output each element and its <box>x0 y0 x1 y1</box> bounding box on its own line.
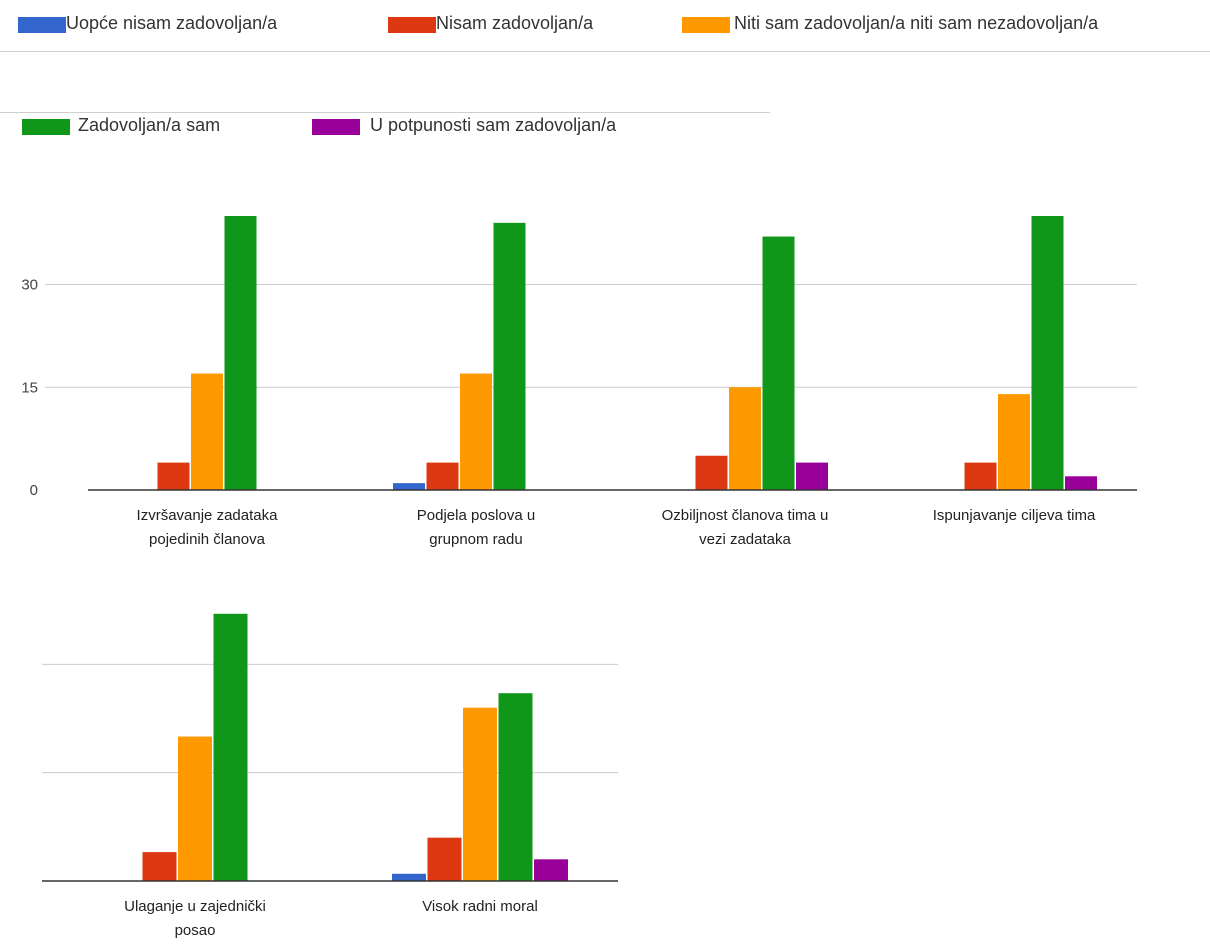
bar-nisam-zadovoljan-a[interactable] <box>695 455 728 490</box>
category-label: Ispunjavanje ciljeva tima <box>933 507 1096 524</box>
bar-u-potpunosti-sam-zadovoljan-a[interactable] <box>534 859 568 881</box>
bar-niti-sam-zadovoljan-a-niti-sam-nezadovoljan-a[interactable] <box>998 394 1030 490</box>
bar-niti-sam-zadovoljan-a-niti-sam-nezadovoljan-a[interactable] <box>729 387 761 490</box>
legend-swatch <box>388 17 436 33</box>
bar-niti-sam-zadovoljan-a-niti-sam-nezadovoljan-a[interactable] <box>191 373 223 490</box>
bar-niti-sam-zadovoljan-a-niti-sam-nezadovoljan-a[interactable] <box>463 707 497 881</box>
bar-nisam-zadovoljan-a[interactable] <box>427 837 462 881</box>
bar-nisam-zadovoljan-a[interactable] <box>964 462 997 490</box>
legend-swatch <box>312 119 360 135</box>
bar-zadovoljan-a-sam[interactable] <box>1031 216 1064 490</box>
bar-zadovoljan-a-sam[interactable] <box>224 216 257 490</box>
bar-u-potpunosti-sam-zadovoljan-a[interactable] <box>1065 476 1097 490</box>
category-label: posao <box>175 922 216 939</box>
category-label: Ulaganje u zajednički <box>124 898 266 915</box>
bar-nisam-zadovoljan-a[interactable] <box>157 462 190 490</box>
bar-uopce-nisam-zadovoljan-a[interactable] <box>393 483 425 490</box>
legend-row-2: Zadovoljan/a sam U potpunosti sam zadovo… <box>0 112 770 142</box>
bar-chart-bottom: Ulaganje u zajednički posao Visok radni mo… <box>42 613 618 939</box>
category-label: Izvršavanje zadataka <box>137 507 279 524</box>
category-label: pojedinih članova <box>149 531 266 548</box>
bar-chart-top: 0 15 30 Izvršavanje zadataka pojedinih člano… <box>21 216 1137 548</box>
bar-zadovoljan-a-sam[interactable] <box>493 222 526 490</box>
bar-uopce-nisam-zadovoljan-a[interactable] <box>392 873 426 881</box>
bar-niti-sam-zadovoljan-a-niti-sam-nezadovoljan-a[interactable] <box>460 373 492 490</box>
bar-zadovoljan-a-sam[interactable] <box>762 236 795 490</box>
bar-u-potpunosti-sam-zadovoljan-a[interactable] <box>796 462 828 490</box>
legend-label: Uopće nisam zadovoljan/a <box>66 13 278 33</box>
legend-row-1: Uopće nisam zadovoljan/a Nisam zadovolja… <box>0 10 1210 52</box>
y-tick-label: 15 <box>21 379 38 396</box>
bar-nisam-zadovoljan-a[interactable] <box>426 462 459 490</box>
y-tick-label: 30 <box>21 277 38 294</box>
legend-separator <box>0 51 1210 52</box>
category-label: grupnom radu <box>429 531 522 548</box>
legend-separator <box>0 112 770 113</box>
legend-label: Nisam zadovoljan/a <box>436 13 594 33</box>
category-label: Ozbiljnost članova tima u <box>662 507 829 524</box>
legend-swatch <box>18 17 66 33</box>
bar-nisam-zadovoljan-a[interactable] <box>142 852 177 881</box>
legend-label: Niti sam zadovoljan/a niti sam nezadovol… <box>734 13 1099 33</box>
category-label: Visok radni moral <box>422 898 538 915</box>
legend-label: U potpunosti sam zadovoljan/a <box>370 115 617 135</box>
legend-label: Zadovoljan/a sam <box>78 115 221 135</box>
category-label: Podjela poslova u <box>417 507 535 524</box>
legend-swatch <box>682 17 730 33</box>
y-tick-label: 0 <box>30 482 38 499</box>
bar-niti-sam-zadovoljan-a-niti-sam-nezadovoljan-a[interactable] <box>178 736 212 881</box>
legend-swatch <box>22 119 70 135</box>
bar-zadovoljan-a-sam[interactable] <box>213 613 248 881</box>
bar-zadovoljan-a-sam[interactable] <box>498 693 533 881</box>
category-label: vezi zadataka <box>699 531 791 548</box>
